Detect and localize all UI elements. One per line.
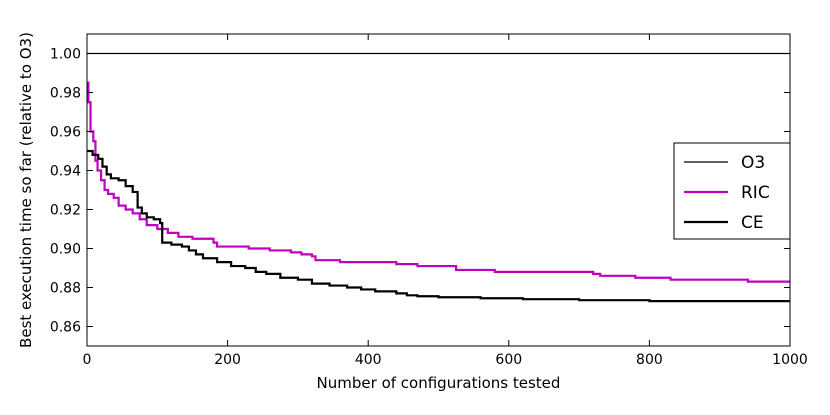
- y-tick-label: 0.90: [50, 242, 81, 258]
- y-tick-label: 0.96: [50, 125, 81, 141]
- legend-item-ric: RIC: [684, 183, 770, 203]
- x-tick-label: 0: [83, 352, 92, 368]
- x-tick-label: 200: [214, 352, 241, 368]
- y-tick-label: 0.86: [50, 320, 81, 336]
- series-line-ce: [87, 149, 790, 303]
- x-tick-label: 800: [636, 352, 663, 368]
- legend-label: O3: [741, 153, 765, 173]
- y-tick-label: 0.92: [50, 203, 81, 219]
- y-tick-label: 0.94: [50, 164, 81, 180]
- y-axis-title: Best execution time so far (relative to …: [17, 32, 35, 348]
- series-layer: [87, 52, 790, 303]
- legend-label: CE: [741, 213, 764, 233]
- legend-item-o3: O3: [684, 153, 765, 173]
- ticks-layer: 0 200 400 600 800 1000 0.86 0.88 0.90 0.92 0.94 0.9…: [50, 34, 808, 368]
- x-tick-label: 400: [355, 352, 382, 368]
- x-axis-title: Number of configurations tested: [317, 374, 561, 392]
- y-tick-label: 0.88: [50, 281, 81, 297]
- legend-label: RIC: [741, 183, 770, 203]
- x-tick-label: 1000: [772, 352, 808, 368]
- legend: O3 RIC CE: [673, 142, 791, 240]
- series-line-ric: [87, 81, 790, 283]
- x-tick-label: 600: [495, 352, 522, 368]
- y-tick-label: 1.00: [50, 47, 81, 63]
- legend-items: O3 RIC CE: [684, 153, 770, 233]
- y-tick-label: 0.98: [50, 86, 81, 102]
- legend-item-ce: CE: [684, 213, 764, 233]
